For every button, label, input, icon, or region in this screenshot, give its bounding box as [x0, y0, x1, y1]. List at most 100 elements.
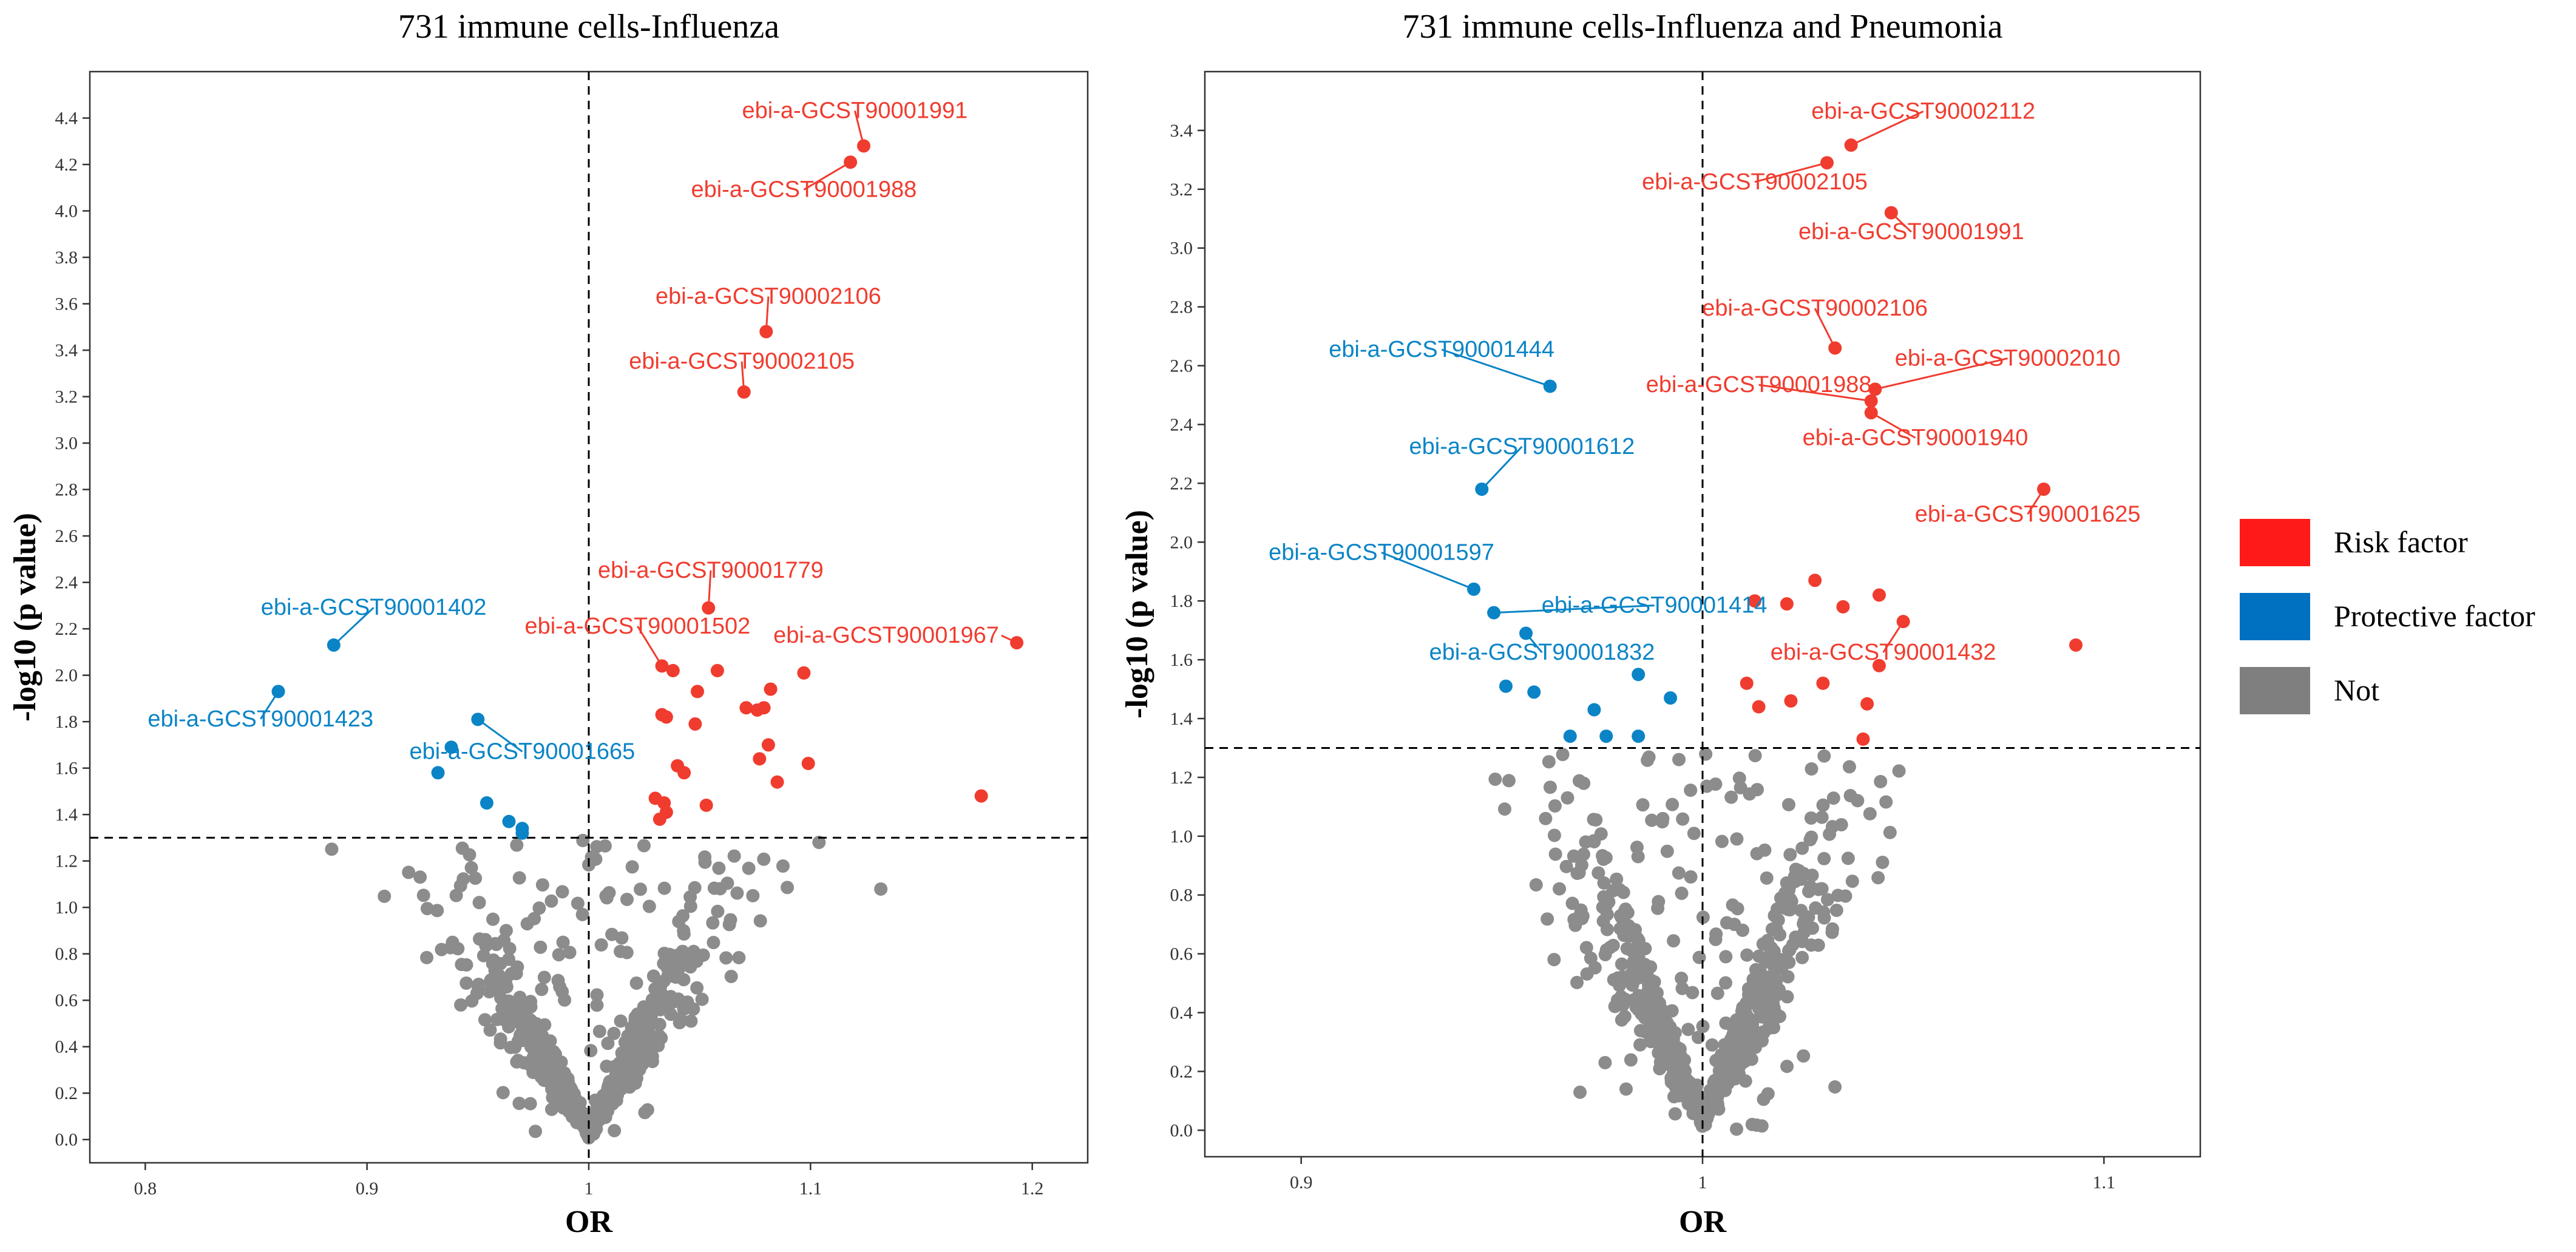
- y-tick-label: 1.0: [55, 898, 78, 918]
- not-point: [504, 1040, 518, 1054]
- not-point: [1553, 882, 1567, 896]
- not-point: [677, 924, 691, 938]
- not-point: [1841, 851, 1855, 865]
- not-point: [657, 881, 671, 895]
- not-point: [598, 1097, 612, 1111]
- not-point: [664, 1007, 678, 1021]
- not-point: [472, 981, 486, 995]
- y-tick-label: 2.8: [1170, 297, 1193, 317]
- not-point: [776, 859, 790, 873]
- not-point: [1718, 976, 1732, 990]
- point-label: ebi-a-GCST90001988: [691, 177, 917, 203]
- not-point: [620, 1056, 634, 1070]
- not-point: [1675, 972, 1689, 986]
- not-point: [1815, 810, 1829, 824]
- not-point: [1892, 764, 1906, 778]
- not-point: [1591, 866, 1605, 880]
- risk-point: [761, 738, 775, 752]
- label-leader-line: [1890, 212, 1912, 233]
- protective-series: [1467, 379, 1678, 743]
- not-point: [1675, 886, 1689, 900]
- not-point: [551, 973, 565, 987]
- not-point: [727, 849, 741, 863]
- not-point: [572, 1105, 586, 1119]
- not-point: [575, 907, 589, 921]
- y-tick-label: 1.8: [1170, 591, 1193, 611]
- not-point: [413, 870, 427, 884]
- not-point: [1610, 872, 1624, 886]
- not-point: [1641, 753, 1655, 767]
- not-point: [1732, 771, 1746, 785]
- risk-point: [770, 775, 784, 789]
- y-tick-label: 2.8: [55, 480, 78, 500]
- not-point: [683, 899, 697, 913]
- not-point: [1724, 790, 1738, 804]
- not-point: [1705, 1038, 1719, 1052]
- y-tick-label: 1.8: [55, 712, 78, 732]
- not-point: [1781, 970, 1795, 984]
- label-leader-line: [741, 361, 745, 393]
- not-point: [1742, 1022, 1756, 1036]
- not-point: [640, 1024, 654, 1038]
- point-label: ebi-a-GCST90001612: [1409, 434, 1635, 459]
- not-point: [607, 1026, 621, 1040]
- not-point: [724, 913, 737, 927]
- not-point: [490, 1012, 504, 1026]
- not-point: [325, 842, 339, 856]
- not-point: [1773, 928, 1787, 942]
- not-series: [325, 833, 888, 1145]
- not-point: [435, 942, 449, 956]
- y-tick-label: 4.4: [55, 109, 78, 129]
- x-tick-label: 1: [1698, 1172, 1707, 1193]
- not-point: [1794, 904, 1808, 918]
- not-point: [684, 1014, 698, 1028]
- not-point: [537, 970, 551, 984]
- not-point: [1655, 1012, 1669, 1026]
- not-point: [494, 991, 508, 1005]
- not-point: [1715, 834, 1729, 848]
- point-label: ebi-a-GCST90001402: [261, 595, 487, 620]
- not-point: [654, 1031, 668, 1045]
- not-point: [1619, 902, 1633, 916]
- not-point: [637, 1000, 651, 1014]
- not-point: [1738, 999, 1752, 1013]
- not-point: [1710, 986, 1724, 1000]
- not-point: [1548, 847, 1562, 861]
- not-point: [1625, 973, 1639, 987]
- not-point: [1795, 950, 1809, 964]
- not-point: [1760, 871, 1774, 885]
- not-point: [1656, 811, 1670, 825]
- not-point: [571, 896, 585, 910]
- not-point: [1795, 935, 1809, 949]
- not-point: [1548, 799, 1562, 813]
- not-point: [719, 951, 733, 965]
- not-point: [637, 839, 651, 853]
- point-label: ebi-a-GCST90002112: [1811, 99, 2035, 124]
- x-axis-title: OR: [1679, 1205, 1727, 1239]
- y-tick-label: 3.2: [1170, 180, 1193, 200]
- label-leader-line: [260, 691, 279, 720]
- point-label: ebi-a-GCST90001779: [598, 558, 824, 583]
- not-point: [1730, 1122, 1744, 1136]
- risk-point: [1856, 732, 1870, 746]
- y-tick-label: 2.4: [55, 573, 78, 593]
- not-point: [601, 1037, 615, 1051]
- protective-point: [1563, 729, 1577, 743]
- label-leader-line: [637, 625, 663, 667]
- not-point: [535, 878, 549, 892]
- not-point: [1726, 898, 1740, 912]
- label-leader-line: [853, 110, 865, 146]
- not-point: [1686, 986, 1700, 1000]
- not-point: [1684, 870, 1698, 884]
- not-point: [724, 969, 738, 983]
- not-point: [510, 960, 524, 974]
- not-point: [1795, 841, 1809, 855]
- not-point: [1664, 1028, 1678, 1042]
- not-point: [1561, 791, 1574, 805]
- not-point: [1733, 1037, 1747, 1051]
- not-point: [1879, 795, 1893, 809]
- not-point: [1570, 975, 1584, 989]
- risk-point: [666, 663, 680, 677]
- not-point: [1539, 811, 1553, 825]
